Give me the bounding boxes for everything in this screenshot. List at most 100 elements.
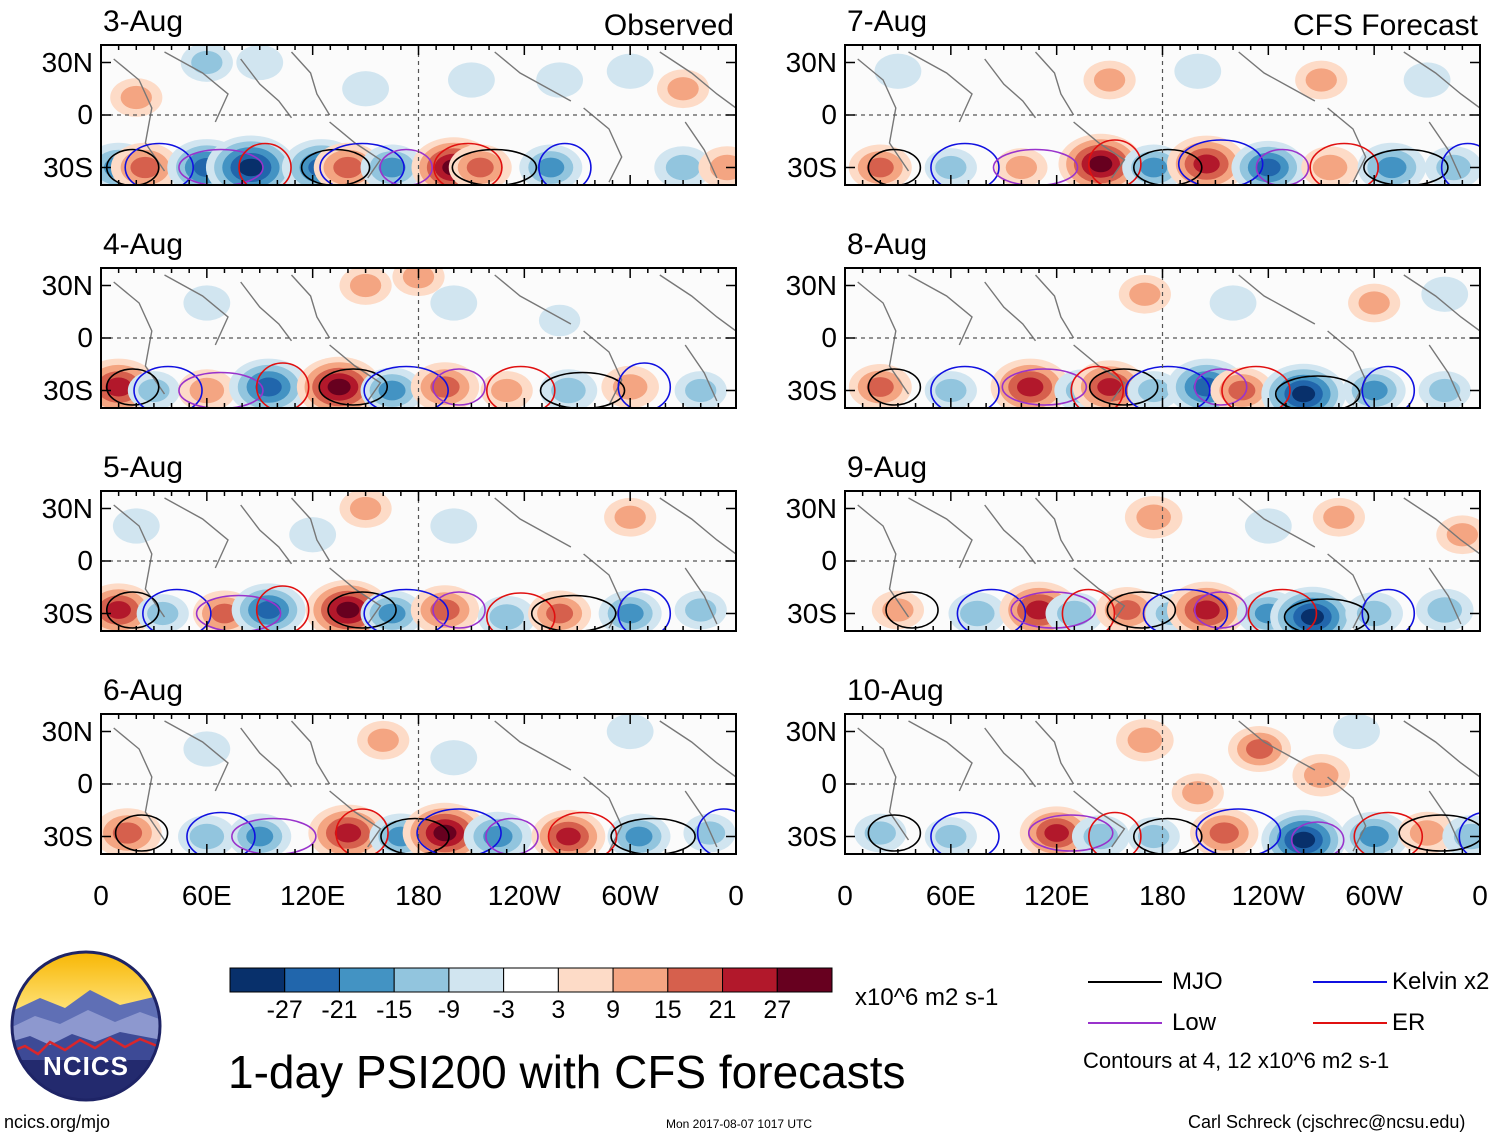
- y-tick-label: 30S: [787, 820, 837, 852]
- wave-contour: [530, 594, 617, 631]
- wave-contour: [105, 591, 160, 629]
- coastline: [684, 790, 718, 848]
- wave-contour: [1133, 148, 1203, 185]
- coastline: [684, 344, 718, 402]
- colorbar-segment: [776, 967, 833, 993]
- psi-anomaly-positive: [1292, 754, 1351, 797]
- colorbar-segment: [448, 967, 505, 993]
- psi-contour-band: [935, 378, 967, 403]
- psi-anomaly-positive: [410, 585, 480, 631]
- panel-10-Aug: [844, 713, 1481, 855]
- psi-contour-band: [430, 285, 478, 321]
- wave-contour: [335, 808, 389, 854]
- psi-anomaly-negative: [1231, 140, 1306, 185]
- psi-anomaly-negative: [606, 53, 654, 89]
- y-tick-label: 0: [821, 545, 837, 576]
- panel-8-Aug: [844, 267, 1481, 409]
- psi-contour-band: [1333, 714, 1380, 750]
- coastline: [984, 504, 1037, 565]
- psi-anomaly-negative: [183, 731, 231, 767]
- coastline: [1428, 790, 1462, 848]
- legend-low-label: Low: [1172, 1009, 1217, 1036]
- psi-contour-band: [551, 377, 586, 404]
- psi-contour-band: [483, 825, 513, 848]
- x-tick-label: 0: [837, 880, 853, 911]
- wave-contour: [1177, 139, 1264, 185]
- psi-contour-band: [546, 603, 574, 624]
- wave-contour: [547, 811, 618, 854]
- wave-contour: [1010, 591, 1096, 629]
- coastline: [659, 720, 736, 778]
- psi-anomaly-positive: [410, 362, 480, 408]
- psi-anomaly-negative: [228, 358, 309, 408]
- psi-contour-band: [378, 603, 406, 624]
- psi-anomaly-negative: [924, 148, 977, 185]
- psi-contour-band: [1093, 68, 1126, 92]
- coastline: [329, 121, 382, 179]
- psi-contour-band: [349, 273, 382, 298]
- coastline: [984, 281, 1037, 342]
- y-tick-label: 30N: [41, 269, 93, 301]
- wave-contour: [1290, 821, 1345, 854]
- psi-contour-band: [138, 378, 170, 403]
- wave-contour: [114, 814, 169, 852]
- panel-date-label: 6-Aug: [103, 674, 184, 707]
- coastline: [684, 121, 718, 179]
- coastline: [1428, 344, 1462, 402]
- x-tick-label: 120E: [1023, 880, 1090, 911]
- psi-contour-band: [935, 155, 967, 180]
- coastline: [659, 51, 736, 109]
- colorbar-tick-label: -21: [321, 996, 358, 1024]
- psi-contour-band: [1193, 600, 1220, 620]
- psi-anomaly-negative: [519, 144, 583, 185]
- wave-contour: [433, 142, 503, 185]
- legend-kelvin-label: Kelvin x2: [1392, 968, 1490, 995]
- wave-contour: [486, 365, 556, 408]
- psi-contour-band: [1209, 822, 1239, 844]
- psi-contour-band: [960, 600, 995, 627]
- coastline: [908, 51, 973, 123]
- psi-contour-band: [189, 823, 225, 850]
- psi-contour-band: [1138, 824, 1170, 849]
- coastline: [1403, 51, 1480, 109]
- psi-anomaly-positive: [339, 268, 392, 305]
- psi-contour-band: [685, 598, 717, 622]
- colorbar-segment: [393, 967, 450, 993]
- wave-contour: [432, 368, 486, 406]
- psi-contour-band: [614, 505, 646, 529]
- coastline: [1073, 121, 1126, 179]
- psi-contour-band: [489, 604, 524, 630]
- wave-contour: [1061, 588, 1116, 631]
- psi-contour-band: [1312, 154, 1348, 181]
- chart-title: 1-day PSI200 with CFS forecasts: [228, 1046, 906, 1098]
- psi-contour-band: [1044, 824, 1069, 842]
- psi-contour-band: [189, 377, 225, 404]
- psi-contour-band: [866, 377, 894, 397]
- psi-contour-band: [864, 821, 896, 845]
- x-tick-label: 120W: [1231, 880, 1305, 911]
- panel-3-Aug: [100, 44, 737, 186]
- psi-contour-band: [693, 821, 726, 845]
- wave-contour: [255, 585, 310, 631]
- psi-anomaly-negative: [1415, 588, 1474, 631]
- psi-anomaly-positive: [101, 808, 162, 854]
- coastline: [1403, 720, 1480, 778]
- x-tick-label: 0: [728, 880, 744, 911]
- legend-er-label: ER: [1392, 1009, 1426, 1036]
- psi-contour-band: [112, 508, 160, 544]
- panel-date-label: 7-Aug: [847, 5, 928, 38]
- wave-contour: [930, 142, 1000, 185]
- coastline: [1428, 567, 1462, 625]
- wave-contour: [1133, 817, 1203, 854]
- colorbar-segment: [503, 967, 559, 993]
- psi-anomaly-negative: [360, 367, 424, 408]
- panel-date-label: 8-Aug: [847, 228, 928, 261]
- wave-contour: [142, 588, 212, 631]
- wave-contour: [105, 368, 160, 406]
- coastline: [1403, 497, 1480, 555]
- psi-anomaly-negative: [1418, 371, 1471, 408]
- psi-anomaly-positive: [871, 590, 925, 630]
- psi-contour-band: [1305, 68, 1337, 92]
- wave-contour: [363, 588, 449, 631]
- psi-contour-band: [210, 603, 238, 624]
